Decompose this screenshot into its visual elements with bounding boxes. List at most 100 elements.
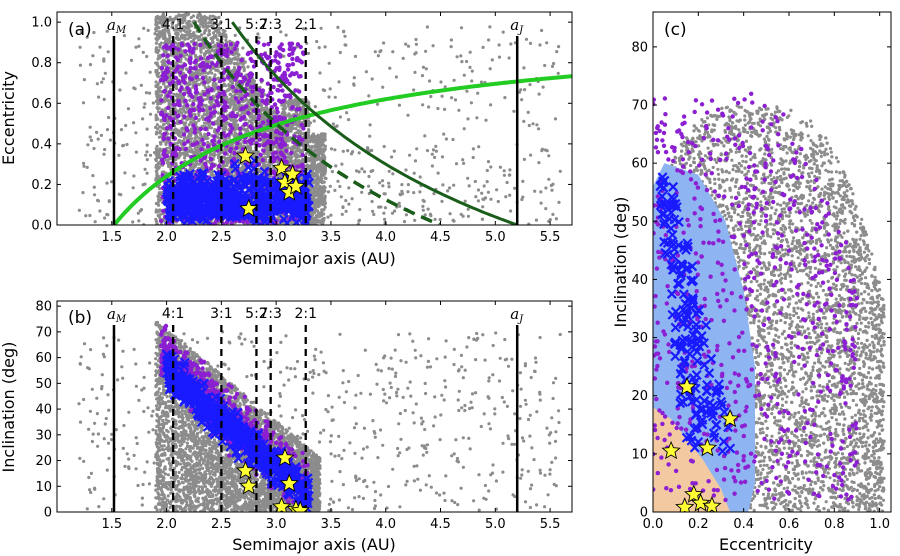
grey-population-point — [167, 164, 171, 168]
grey-population-point — [251, 118, 255, 122]
grey-population-point — [322, 184, 326, 189]
grey-population-point — [203, 21, 207, 25]
grey-population-point — [296, 149, 300, 153]
grey-population-point — [164, 141, 168, 145]
grey-population-point — [154, 20, 158, 24]
grey-population-point — [164, 26, 168, 30]
grey-population-point — [158, 94, 162, 98]
grey-population-point — [189, 16, 193, 20]
grey-population-point — [156, 167, 160, 171]
grey-population-point — [157, 135, 161, 139]
grey-population-point — [222, 127, 226, 131]
grey-population-point — [294, 126, 298, 131]
grey-population-point — [187, 123, 191, 127]
grey-population-point — [154, 217, 158, 221]
grey-population-point — [241, 100, 245, 104]
grey-population-point — [266, 149, 271, 153]
grey-population-point — [197, 113, 201, 117]
grey-population-point — [263, 117, 267, 121]
grey-population-point — [158, 56, 162, 60]
grey-population-point — [257, 98, 262, 102]
grey-population-point — [166, 158, 170, 162]
grey-population-point — [184, 57, 188, 61]
grey-population-point — [323, 194, 327, 198]
grey-population-point — [154, 80, 158, 84]
grey-population-point — [322, 216, 326, 220]
grey-population-point — [236, 58, 241, 62]
grey-population-point — [182, 54, 186, 59]
grey-population-point — [175, 128, 179, 132]
grey-population-point — [323, 167, 327, 171]
grey-population-point — [229, 61, 233, 65]
grey-population-point — [188, 29, 192, 33]
grey-population-point — [203, 132, 207, 136]
grey-population-point — [157, 48, 161, 53]
grey-population-point — [154, 84, 158, 89]
grey-population-point — [191, 14, 196, 18]
grey-population-point — [189, 137, 194, 141]
grey-population-point — [227, 84, 231, 88]
grey-population-point — [287, 104, 291, 108]
grey-population-point — [155, 72, 159, 76]
grey-population-point — [161, 36, 165, 41]
grey-population-point — [321, 191, 325, 195]
grey-population-point — [162, 122, 166, 126]
grey-population-point — [222, 82, 226, 86]
grey-population-point — [228, 97, 232, 101]
grey-population-point — [183, 156, 187, 160]
grey-population-point — [320, 188, 324, 192]
grey-population-point — [308, 140, 312, 144]
grey-population-point — [156, 102, 160, 106]
grey-population-point — [181, 151, 185, 155]
grey-population-point — [224, 34, 228, 38]
grey-population-point — [240, 111, 244, 115]
grey-population-point — [312, 189, 316, 193]
grey-population-point — [155, 130, 159, 134]
grey-population-point — [233, 57, 237, 61]
grey-population-point — [291, 126, 295, 131]
grey-population-point — [212, 95, 216, 99]
grey-population-point — [210, 39, 215, 43]
grey-population-point — [158, 42, 162, 47]
panel-a: 1.5 2.0 2.5 3.0 3.5 4.0 4.5 5.0 5.50.00.20.40.60… — [0, 11, 573, 268]
grey-population-point — [208, 21, 213, 25]
grey-population-point — [312, 172, 317, 176]
grey-population-point — [240, 166, 244, 170]
grey-population-point — [156, 87, 160, 91]
grey-population-point — [159, 222, 163, 225]
grey-population-point — [155, 163, 159, 167]
grey-population-point — [184, 26, 188, 30]
grey-population-point — [210, 71, 214, 75]
grey-population-point — [239, 92, 243, 96]
grey-population-point — [234, 119, 239, 123]
grey-population-point — [208, 50, 212, 54]
grey-population-point — [159, 85, 163, 89]
grey-population-point — [176, 36, 180, 41]
grey-population-point — [157, 203, 161, 207]
grey-population-point — [301, 107, 305, 111]
grey-population-point — [156, 195, 161, 199]
grey-population-point — [314, 215, 319, 219]
grey-population-point — [323, 205, 327, 209]
grey-population-point — [198, 92, 202, 96]
grey-population-point — [155, 98, 160, 102]
grey-population-point — [197, 119, 201, 123]
grey-population-point — [247, 99, 251, 103]
grey-population-point — [311, 137, 315, 141]
grey-population-point — [178, 21, 183, 25]
grey-population-point — [220, 33, 224, 37]
grey-population-point — [168, 146, 172, 150]
grey-population-point — [298, 120, 302, 124]
grey-population-point — [202, 121, 207, 125]
grey-population-point — [242, 67, 246, 71]
grey-population-point — [181, 105, 185, 109]
grey-population-point — [154, 61, 158, 65]
grey-population-point — [162, 127, 166, 131]
grey-population-point — [174, 86, 179, 91]
grey-population-point — [154, 169, 158, 173]
grey-population-point — [158, 140, 162, 144]
grey-population-point — [161, 33, 165, 37]
grey-population-point — [177, 14, 182, 18]
grey-population-point — [322, 180, 326, 184]
grey-population-point — [319, 214, 324, 218]
